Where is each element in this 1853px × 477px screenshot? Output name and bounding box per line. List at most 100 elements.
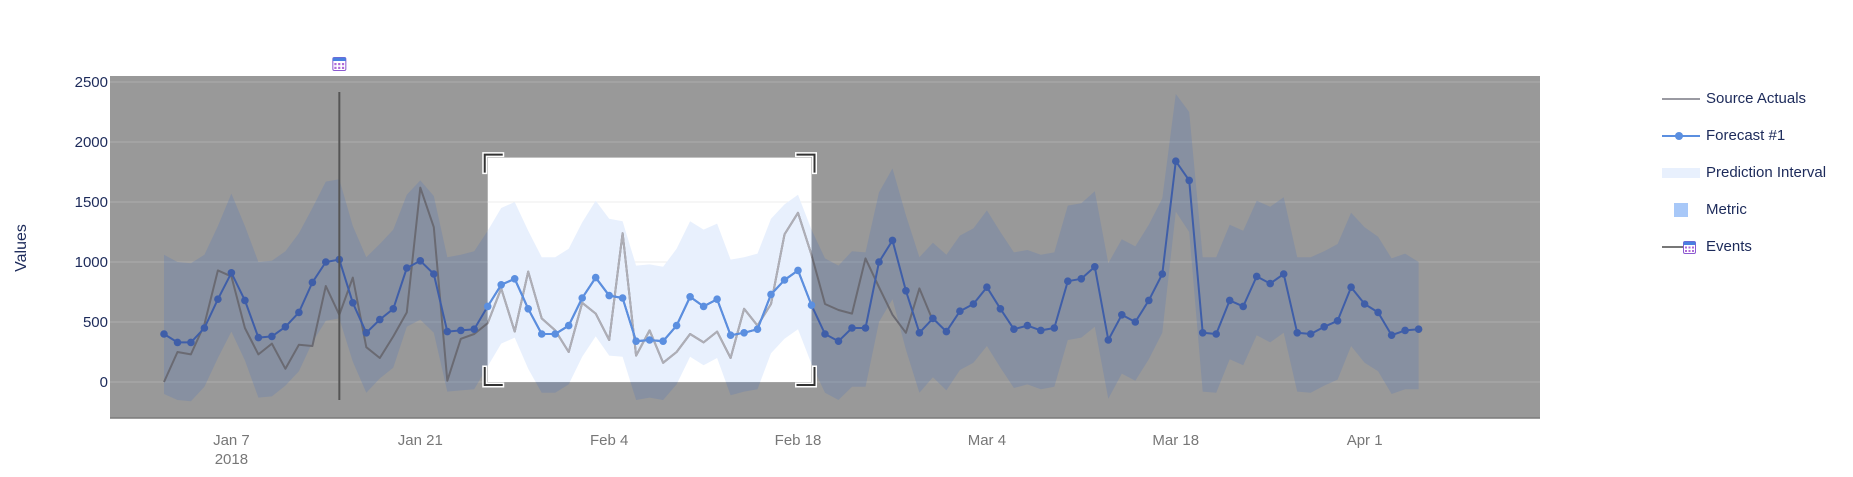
forecast-point[interactable] <box>942 327 951 336</box>
forecast-point[interactable] <box>1252 272 1261 281</box>
forecast-point[interactable] <box>510 275 519 283</box>
forecast-point[interactable] <box>457 326 465 335</box>
selection-handle-top-left[interactable] <box>483 153 503 173</box>
forecast-point[interactable] <box>767 290 775 299</box>
forecast-point[interactable] <box>807 301 816 310</box>
forecast-point[interactable] <box>1050 324 1059 332</box>
forecast-point[interactable] <box>996 305 1005 313</box>
forecast-point[interactable] <box>241 296 249 305</box>
legend-item-metric[interactable]: Metric <box>1660 191 1850 228</box>
forecast-point[interactable] <box>713 295 721 304</box>
forecast-point[interactable] <box>861 324 870 332</box>
forecast-point[interactable] <box>618 294 627 302</box>
forecast-point[interactable] <box>403 264 411 272</box>
forecast-point[interactable] <box>686 293 694 301</box>
forecast-point[interactable] <box>1023 321 1032 330</box>
legend-item-events[interactable]: Events <box>1660 228 1850 265</box>
forecast-point[interactable] <box>564 321 573 330</box>
forecast-point[interactable] <box>1266 279 1274 288</box>
forecast-point[interactable] <box>254 333 263 342</box>
forecast-point[interactable] <box>848 324 856 332</box>
forecast-point[interactable] <box>740 329 748 337</box>
forecast-point[interactable] <box>1374 308 1382 317</box>
forecast-point[interactable] <box>915 329 924 337</box>
selection-handle-top-right[interactable] <box>796 153 816 173</box>
legend-item-forecast[interactable]: Forecast #1 <box>1660 117 1850 154</box>
forecast-point[interactable] <box>645 336 654 344</box>
forecast-point[interactable] <box>524 305 532 313</box>
forecast-point[interactable] <box>173 338 182 347</box>
forecast-point[interactable] <box>322 258 330 266</box>
forecast-point[interactable] <box>780 276 789 284</box>
forecast-point[interactable] <box>578 294 586 302</box>
forecast-point[interactable] <box>1239 302 1247 311</box>
forecast-point[interactable] <box>1037 326 1045 335</box>
forecast-point[interactable] <box>794 266 802 275</box>
forecast-point[interactable] <box>1118 311 1126 319</box>
forecast-point[interactable] <box>295 308 303 317</box>
forecast-point[interactable] <box>416 257 425 265</box>
forecast-point[interactable] <box>187 338 195 347</box>
forecast-point[interactable] <box>591 273 600 282</box>
forecast-point[interactable] <box>443 327 452 336</box>
forecast-point[interactable] <box>497 281 506 289</box>
forecast-point[interactable] <box>1131 318 1140 326</box>
forecast-point[interactable] <box>1387 331 1396 340</box>
forecast-point[interactable] <box>1010 325 1018 334</box>
forecast-point[interactable] <box>389 305 398 313</box>
forecast-point[interactable] <box>1333 317 1342 325</box>
forecast-point[interactable] <box>160 330 168 338</box>
forecast-point[interactable] <box>753 325 762 334</box>
forecast-point[interactable] <box>1225 296 1234 305</box>
forecast-point[interactable] <box>1306 330 1315 338</box>
forecast-point[interactable] <box>1401 326 1409 335</box>
forecast-point[interactable] <box>430 270 438 278</box>
forecast-point[interactable] <box>1172 157 1180 165</box>
forecast-point[interactable] <box>1293 329 1301 337</box>
forecast-point[interactable] <box>929 314 937 323</box>
forecast-point[interactable] <box>227 269 236 277</box>
forecast-point[interactable] <box>902 287 910 295</box>
forecast-point[interactable] <box>1091 263 1099 271</box>
forecast-point[interactable] <box>376 315 384 324</box>
forecast-point[interactable] <box>1198 329 1207 337</box>
forecast-point[interactable] <box>349 299 357 307</box>
legend-item-prediction-interval[interactable]: Prediction Interval <box>1660 154 1850 191</box>
forecast-point[interactable] <box>605 291 613 300</box>
forecast-point[interactable] <box>632 337 640 346</box>
forecast-point[interactable] <box>834 337 843 346</box>
forecast-point[interactable] <box>1158 270 1167 278</box>
forecast-point[interactable] <box>268 332 276 341</box>
forecast-point[interactable] <box>1064 277 1072 286</box>
selection-handle-bottom-left[interactable] <box>483 367 503 386</box>
forecast-point[interactable] <box>551 330 559 338</box>
forecast-point[interactable] <box>956 307 964 316</box>
forecast-point[interactable] <box>983 283 991 292</box>
forecast-point[interactable] <box>537 330 546 338</box>
forecast-point[interactable] <box>875 258 883 266</box>
selection-handle-bottom-right[interactable] <box>796 367 816 386</box>
forecast-point[interactable] <box>1320 323 1328 331</box>
forecast-point[interactable] <box>1104 336 1113 344</box>
forecast-point[interactable] <box>1360 300 1369 308</box>
forecast-point[interactable] <box>821 330 829 338</box>
forecast-point[interactable] <box>888 236 897 245</box>
forecast-point[interactable] <box>1212 330 1220 338</box>
forecast-point[interactable] <box>699 302 708 311</box>
forecast-point[interactable] <box>726 331 735 340</box>
forecast-point[interactable] <box>470 325 479 334</box>
forecast-point[interactable] <box>672 321 681 330</box>
forecast-point[interactable] <box>483 302 492 311</box>
forecast-point[interactable] <box>1077 275 1086 283</box>
forecast-point[interactable] <box>969 300 978 308</box>
forecast-point[interactable] <box>1145 296 1153 305</box>
calendar-icon[interactable] <box>332 57 347 71</box>
legend-item-source-actuals[interactable]: Source Actuals <box>1660 80 1850 117</box>
forecast-point[interactable] <box>362 329 371 337</box>
forecast-point[interactable] <box>308 278 317 287</box>
forecast-point[interactable] <box>1185 176 1193 185</box>
forecast-point[interactable] <box>1279 270 1288 278</box>
forecast-point[interactable] <box>200 324 209 332</box>
forecast-point[interactable] <box>214 295 222 304</box>
forecast-point[interactable] <box>1414 325 1423 334</box>
